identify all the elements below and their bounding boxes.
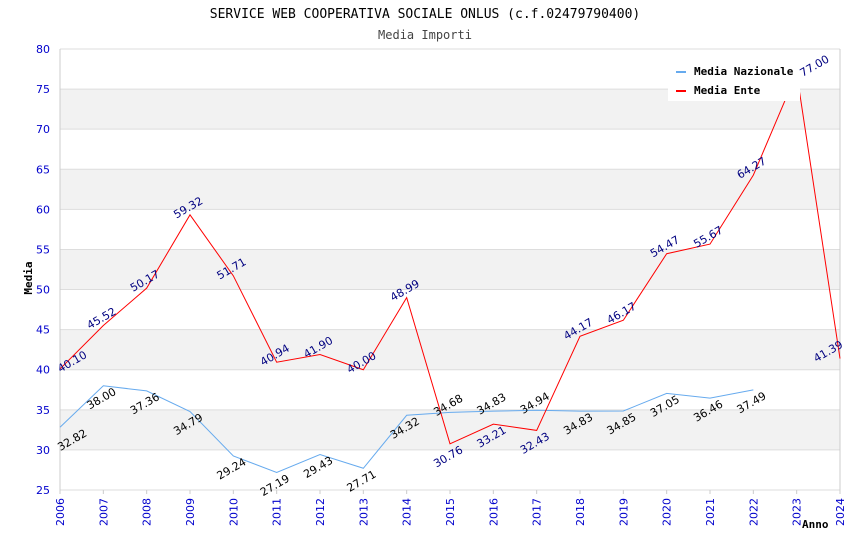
grid-band: [60, 169, 840, 210]
y-tick-label: 55: [36, 243, 50, 256]
x-tick-label: 2024: [834, 498, 847, 526]
data-label: 29.24: [215, 455, 249, 482]
x-tick-label: 2009: [184, 498, 197, 526]
chart-title: SERVICE WEB COOPERATIVA SOCIALE ONLUS (c…: [210, 7, 640, 22]
y-tick-label: 45: [36, 324, 50, 337]
y-tick-label: 80: [36, 43, 50, 56]
legend: Media Nazionale Media Ente: [668, 60, 800, 101]
grid-band: [60, 329, 840, 370]
y-tick-label: 60: [36, 203, 50, 216]
data-label: 27.19: [258, 472, 292, 499]
x-axis-label: Anno: [802, 518, 829, 531]
legend-label-ente: Media Ente: [694, 84, 761, 97]
x-tick-label: 2014: [401, 498, 414, 526]
x-tick-label: 2007: [97, 498, 110, 526]
x-tick-label: 2019: [617, 498, 630, 526]
y-tick-label: 25: [36, 484, 50, 497]
y-tick-label: 30: [36, 444, 50, 457]
y-axis-label: Media: [22, 261, 35, 294]
data-label: 27.71: [345, 468, 379, 495]
x-tick-label: 2011: [271, 498, 284, 526]
x-tick-label: 2017: [531, 498, 544, 526]
data-label: 46.17: [605, 300, 639, 327]
x-tick-label: 2010: [227, 498, 240, 526]
data-label: 55.67: [691, 224, 725, 251]
grid-band: [60, 249, 840, 290]
legend-label-nazionale: Media Nazionale: [694, 65, 794, 78]
x-tick-label: 2016: [487, 498, 500, 526]
x-tick-label: 2018: [574, 498, 587, 526]
y-tick-label: 40: [36, 364, 50, 377]
chart-subtitle: Media Importi: [378, 28, 472, 42]
data-label: 29.43: [301, 454, 335, 481]
x-tick-label: 2012: [314, 498, 327, 526]
x-tick-label: 2013: [357, 498, 370, 526]
x-tick-label: 2006: [54, 498, 67, 526]
x-tick-label: 2022: [747, 498, 760, 526]
y-tick-label: 50: [36, 284, 50, 297]
x-tick-label: 2015: [444, 498, 457, 526]
y-tick-label: 75: [36, 83, 50, 96]
data-label: 77.00: [798, 53, 832, 80]
series-line-nazionale: [59, 385, 754, 473]
y-tick-label: 65: [36, 163, 50, 176]
x-tick-label: 2008: [141, 498, 154, 526]
y-tick-label: 70: [36, 123, 50, 136]
y-tick-label: 35: [36, 404, 50, 417]
x-tick-label: 2020: [661, 498, 674, 526]
series-line-ente: [59, 71, 841, 445]
x-tick-label: 2021: [704, 498, 717, 526]
x-tick-label: 2023: [791, 498, 804, 526]
data-label: 38.00: [85, 385, 119, 412]
